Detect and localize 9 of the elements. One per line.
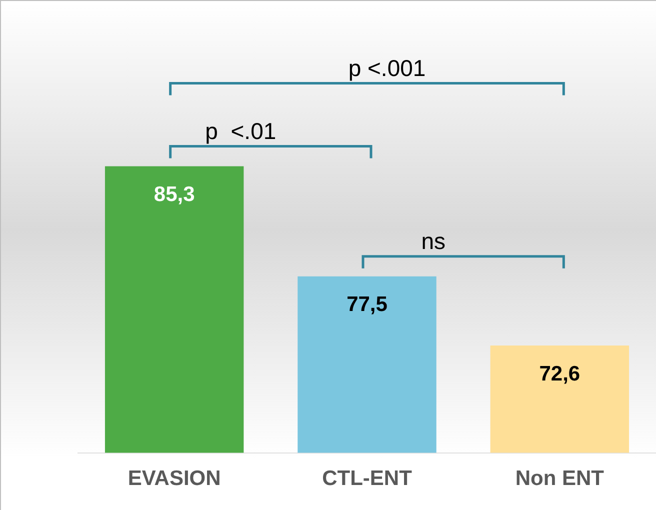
x-tick-label: EVASION <box>128 467 221 490</box>
annotation: ns <box>421 228 446 254</box>
data-label: 77,5 <box>346 293 388 316</box>
x-tick-label: Non ENT <box>515 467 604 490</box>
annotation: p <.001 <box>348 55 426 82</box>
data-label: 85,3 <box>154 182 195 206</box>
data-label: 72,6 <box>539 362 580 386</box>
x-tick-label: CTL-ENT <box>322 467 412 490</box>
annotation: p <.01 <box>205 118 276 144</box>
